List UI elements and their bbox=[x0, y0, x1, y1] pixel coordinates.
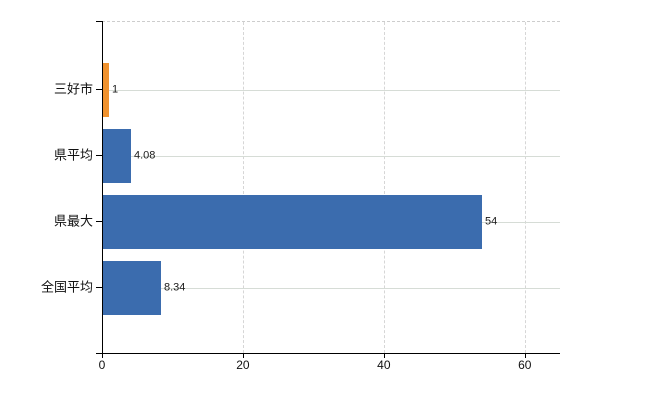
x-gridline bbox=[524, 22, 526, 353]
bar-全国平均 bbox=[102, 261, 161, 315]
y-axis-tick bbox=[96, 89, 102, 90]
y-axis-tick bbox=[96, 287, 102, 288]
y-axis-tick bbox=[96, 221, 102, 222]
bar-value-label: 8.34 bbox=[164, 281, 186, 294]
bar-県最大 bbox=[102, 195, 482, 249]
x-gridline bbox=[242, 22, 244, 353]
y-axis-line bbox=[102, 21, 103, 358]
bar-value-label: 54 bbox=[485, 215, 498, 228]
x-axis-tick-label: 0 bbox=[98, 358, 106, 372]
x-axis-tick bbox=[524, 353, 526, 358]
plot-area: 1 4.08 54 8.34 bbox=[102, 21, 560, 353]
y-gridline bbox=[102, 156, 560, 157]
y-axis-tick bbox=[96, 155, 102, 156]
category-label: 県平均 bbox=[53, 147, 93, 163]
y-gridline bbox=[102, 288, 560, 289]
bar-三好市 bbox=[102, 63, 109, 117]
x-axis-tick-label: 60 bbox=[518, 358, 532, 372]
x-axis-tick-label: 20 bbox=[236, 358, 250, 372]
x-axis-tick bbox=[383, 353, 385, 358]
category-label: 県最大 bbox=[53, 213, 93, 229]
category-label: 全国平均 bbox=[40, 279, 93, 295]
x-axis-line bbox=[96, 353, 560, 354]
x-axis-tick bbox=[102, 353, 103, 358]
y-axis-top-tick bbox=[96, 21, 102, 22]
category-label: 三好市 bbox=[53, 81, 93, 97]
x-gridline bbox=[383, 22, 385, 353]
bar-value-label: 1 bbox=[112, 83, 119, 96]
bar-value-label: 4.08 bbox=[134, 149, 156, 162]
y-gridline bbox=[102, 90, 560, 91]
x-axis-tick-label: 40 bbox=[377, 358, 391, 372]
bar-県平均 bbox=[102, 129, 131, 183]
x-axis-tick bbox=[242, 353, 244, 358]
